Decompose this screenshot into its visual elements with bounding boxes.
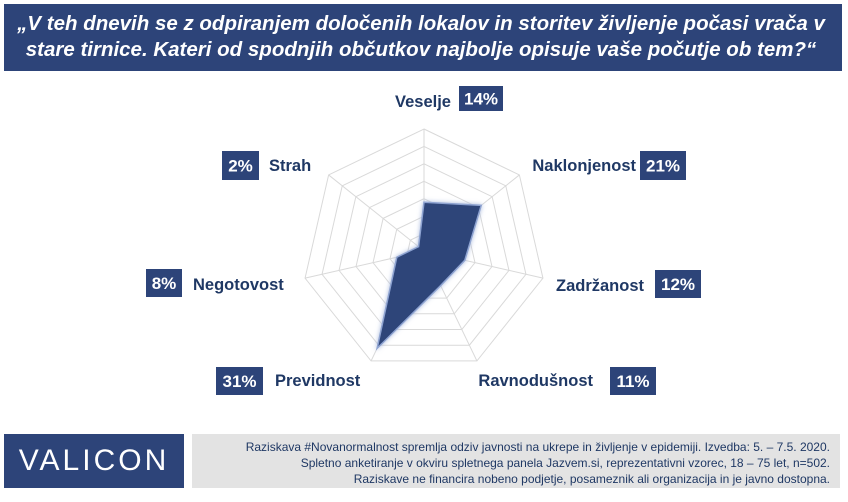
radar-series xyxy=(375,201,483,351)
value-label: 8% xyxy=(152,274,177,293)
valicon-logo: VALICON xyxy=(4,434,184,488)
value-label: 21% xyxy=(646,157,680,176)
value-badge xyxy=(222,151,259,180)
footer-line: Raziskava #Novanormalnost spremlja odziv… xyxy=(245,440,830,454)
category-label: Naklonjenost xyxy=(532,157,636,175)
category-label: Previdnost xyxy=(275,372,361,390)
value-label: 12% xyxy=(661,275,695,294)
value-label: 11% xyxy=(616,372,649,391)
category-label: Veselje xyxy=(395,93,451,111)
logo-text: VALICON xyxy=(18,444,170,477)
footer-line: Spletno anketiranje v okviru spletnega p… xyxy=(300,456,830,470)
value-badge xyxy=(655,270,701,298)
value-label: 31% xyxy=(222,372,256,391)
category-label: Negotovost xyxy=(193,276,284,294)
category-label: Ravnodušnost xyxy=(478,372,593,390)
grid-ring xyxy=(338,163,510,331)
value-badge xyxy=(640,151,686,180)
question-text: „V teh dnevih se z odpiranjem določenih … xyxy=(17,12,825,61)
grid-ring xyxy=(355,180,493,315)
radar-labels: Veselje 14% Naklonjenost 21% Zadržanost 12% Ra… xyxy=(146,86,701,395)
value-badge xyxy=(610,367,656,395)
value-badge xyxy=(216,367,263,395)
footer-line: Raziskave ne financira nobeno podjetje, … xyxy=(353,472,830,486)
category-label: Strah xyxy=(269,157,311,175)
category-label: Zadržanost xyxy=(556,277,645,295)
grid-ring xyxy=(304,128,544,362)
value-label: 14% xyxy=(464,90,498,109)
radar-chart: Veselje 14% Naklonjenost 21% Zadržanost 12% Ra… xyxy=(146,86,701,395)
value-label: 2% xyxy=(228,157,253,176)
grid-ring xyxy=(321,145,527,346)
footer-note: Raziskava #Novanormalnost spremlja odziv… xyxy=(192,434,840,488)
value-badge xyxy=(146,269,182,297)
question-header: „V teh dnevih se z odpiranjem določenih … xyxy=(4,4,842,71)
value-badge xyxy=(459,86,503,111)
series-area xyxy=(375,201,483,351)
grid-spoke xyxy=(328,174,425,252)
